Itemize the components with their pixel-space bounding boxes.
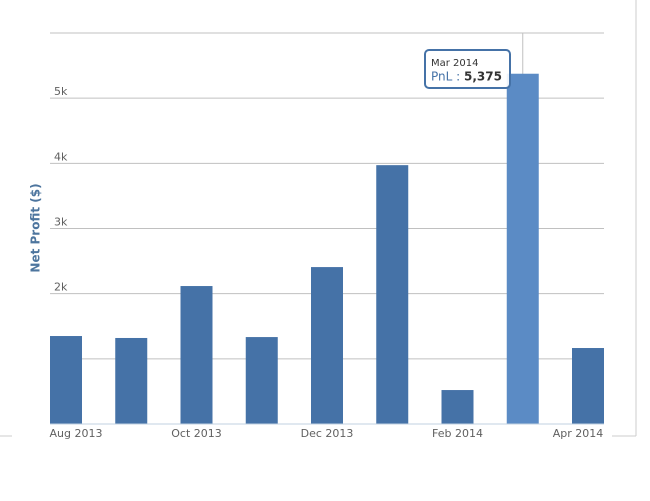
tooltip-value: 5,375	[464, 70, 502, 84]
bar	[572, 348, 604, 424]
x-tick-label: Apr 2014	[553, 427, 604, 440]
tooltip-name: PnL :	[431, 70, 460, 84]
bar	[50, 336, 82, 424]
y-axis-title: Net Profit ($)	[29, 183, 43, 272]
bar	[441, 390, 474, 424]
y-tick-label: 3k	[54, 216, 68, 229]
y-tick-label: 4k	[54, 150, 68, 163]
bar	[180, 286, 213, 424]
tooltip-header: Mar 2014	[431, 58, 479, 69]
bar	[115, 337, 148, 424]
tooltip-box	[424, 49, 511, 89]
x-tick-label: Feb 2014	[432, 427, 483, 440]
y-tick-label: 5k	[54, 85, 68, 98]
x-tick-label: Aug 2013	[50, 427, 103, 440]
bar	[376, 165, 409, 424]
bar	[311, 267, 343, 424]
x-tick-label: Dec 2013	[301, 427, 354, 440]
bar	[245, 337, 278, 424]
y-tick-label: 2k	[54, 281, 68, 294]
x-tick-label: Oct 2013	[171, 427, 222, 440]
bar	[506, 73, 539, 425]
